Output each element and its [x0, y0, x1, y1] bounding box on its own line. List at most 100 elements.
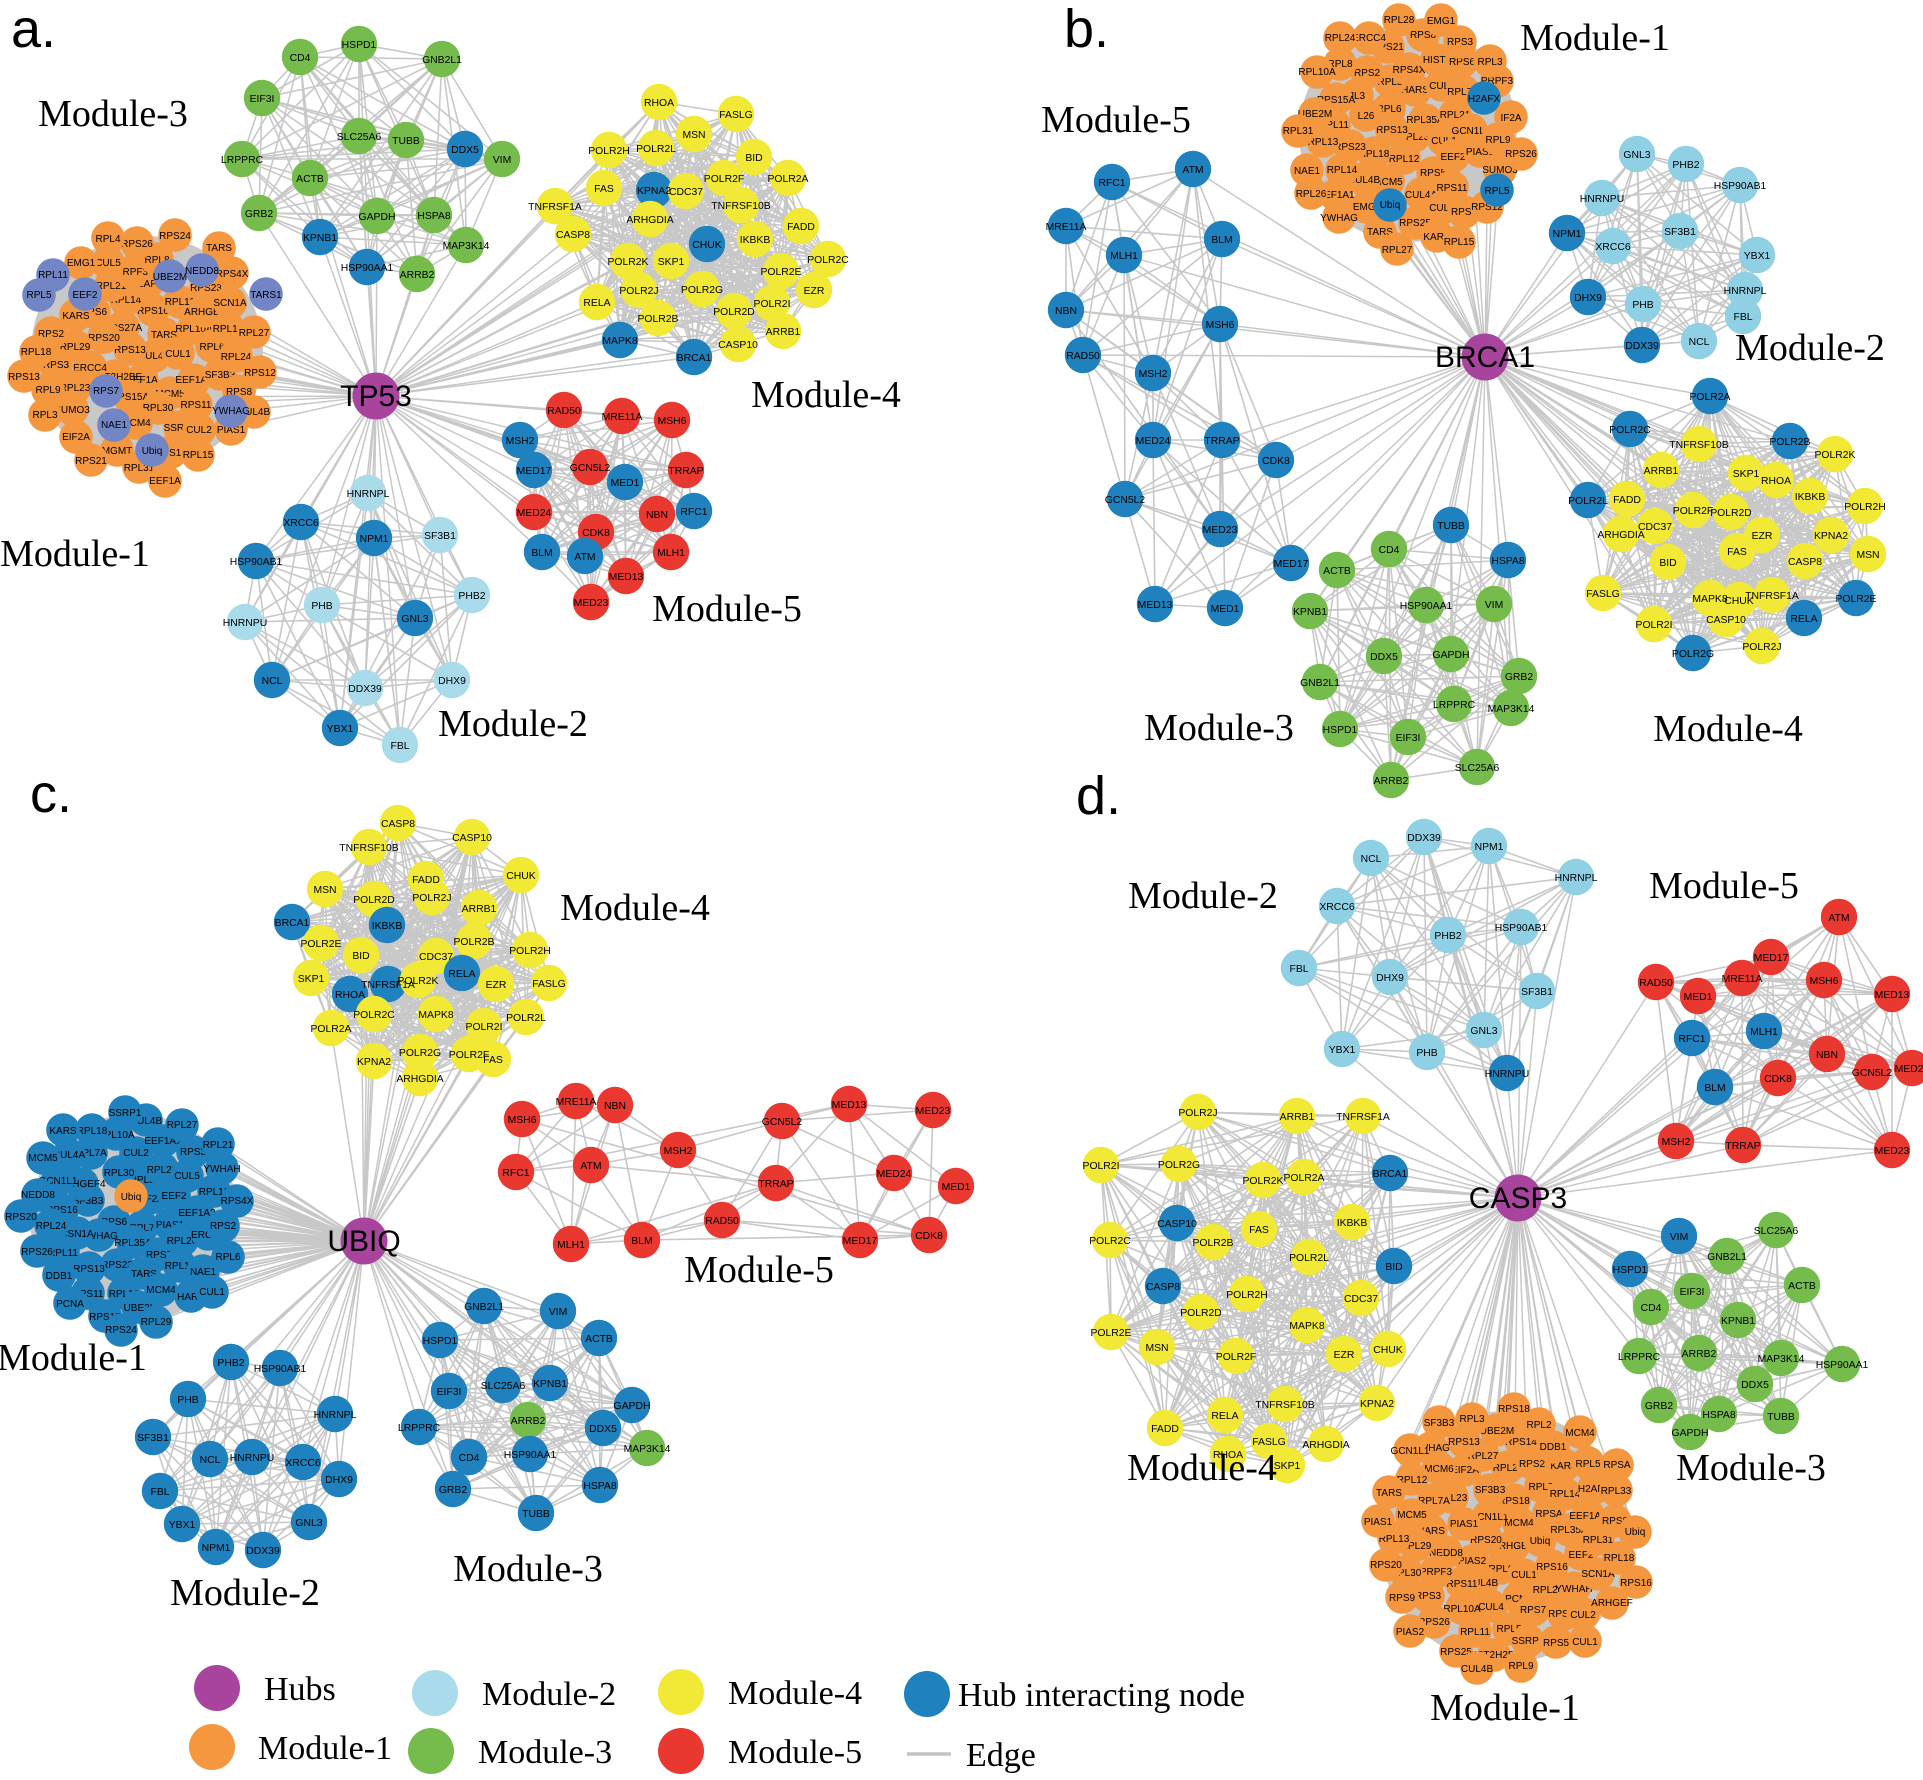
svg-text:RPL11: RPL11 — [48, 1248, 78, 1259]
svg-text:RFC1: RFC1 — [680, 507, 707, 518]
svg-text:RPL11: RPL11 — [1460, 1627, 1490, 1638]
svg-text:MGMT: MGMT — [102, 446, 133, 457]
svg-text:RPL29: RPL29 — [1401, 1541, 1432, 1552]
svg-text:MAPK8: MAPK8 — [602, 336, 637, 347]
svg-text:RPL7A: RPL7A — [1418, 1496, 1450, 1507]
svg-text:POLR2B: POLR2B — [453, 937, 494, 948]
svg-text:RPS2: RPS2 — [1354, 68, 1381, 79]
svg-text:Module-1: Module-1 — [0, 1337, 147, 1379]
svg-text:PIAS1: PIAS1 — [217, 425, 246, 436]
svg-text:RPS7: RPS7 — [1520, 1605, 1547, 1616]
svg-text:FADD: FADD — [1151, 1424, 1179, 1435]
svg-text:NPM1: NPM1 — [1475, 842, 1504, 853]
svg-text:MED24: MED24 — [877, 1169, 912, 1180]
svg-text:DDX5: DDX5 — [1741, 1380, 1769, 1391]
svg-text:NPM1: NPM1 — [1553, 229, 1582, 240]
svg-text:MAP3K14: MAP3K14 — [1758, 1354, 1805, 1365]
svg-text:GNB2L1: GNB2L1 — [422, 55, 462, 66]
svg-text:UBE2M: UBE2M — [153, 272, 187, 283]
svg-text:EMG1: EMG1 — [1427, 16, 1456, 27]
svg-text:CDC37: CDC37 — [1638, 522, 1672, 533]
svg-text:CASP8: CASP8 — [1788, 557, 1822, 568]
svg-text:RPL12: RPL12 — [199, 1187, 230, 1198]
svg-text:NBN: NBN — [1816, 1050, 1838, 1061]
svg-text:RAD50: RAD50 — [705, 1216, 739, 1227]
svg-text:POLR2C: POLR2C — [1609, 425, 1651, 436]
svg-text:CUL5: CUL5 — [174, 1171, 200, 1182]
svg-text:RPS8: RPS8 — [1602, 1516, 1629, 1527]
svg-text:POLR2I: POLR2I — [754, 299, 791, 310]
svg-text:POLR2K: POLR2K — [1242, 1176, 1283, 1187]
svg-text:SSRP1: SSRP1 — [1512, 1636, 1545, 1647]
svg-text:HSP90AA1: HSP90AA1 — [1400, 601, 1453, 612]
svg-text:RPS13: RPS13 — [1448, 1437, 1480, 1448]
svg-text:RPS6: RPS6 — [81, 307, 108, 318]
svg-text:MCM4: MCM4 — [1565, 1428, 1595, 1439]
svg-text:ARHGDIA: ARHGDIA — [1302, 1440, 1349, 1451]
svg-text:RPL9: RPL9 — [35, 385, 60, 396]
svg-text:MRE11A: MRE11A — [1046, 222, 1087, 233]
svg-text:RPL29: RPL29 — [141, 1317, 172, 1328]
svg-text:ARRB2: ARRB2 — [511, 1416, 546, 1427]
svg-text:RPL31: RPL31 — [130, 1175, 161, 1186]
svg-text:GNB2L1: GNB2L1 — [1300, 678, 1340, 689]
svg-text:MAP3K14: MAP3K14 — [1488, 704, 1535, 715]
svg-text:RPS18: RPS18 — [1498, 1496, 1530, 1507]
svg-text:PHB: PHB — [1416, 1048, 1437, 1059]
svg-text:ARHGEF4: ARHGEF4 — [58, 1179, 106, 1190]
svg-text:PIAS1: PIAS1 — [156, 1220, 185, 1231]
svg-text:Module-4: Module-4 — [751, 374, 901, 416]
svg-text:BRCA1: BRCA1 — [275, 918, 310, 929]
svg-text:HSP90AB1: HSP90AB1 — [230, 557, 283, 568]
svg-text:GCN1L1: GCN1L1 — [1391, 1446, 1430, 1457]
svg-text:UBE2M: UBE2M — [1480, 1426, 1514, 1437]
svg-text:H2AFX: H2AFX — [131, 279, 164, 290]
svg-text:SLC25A6: SLC25A6 — [1754, 1226, 1799, 1237]
svg-text:MCM4: MCM4 — [146, 1285, 176, 1296]
svg-text:BLM: BLM — [531, 548, 552, 559]
svg-text:FASLG: FASLG — [719, 110, 753, 121]
svg-text:Module-3: Module-3 — [1144, 707, 1294, 749]
svg-text:RPL6: RPL6 — [1376, 104, 1401, 115]
svg-text:VIM: VIM — [493, 155, 511, 166]
svg-text:RPL2: RPL2 — [1526, 1420, 1551, 1431]
svg-text:TARS: TARS — [206, 243, 232, 254]
svg-text:RPS2: RPS2 — [38, 329, 65, 340]
svg-text:EIF2A: EIF2A — [1451, 1465, 1479, 1476]
svg-text:RHOA: RHOA — [1761, 476, 1791, 487]
svg-text:BLM: BLM — [1211, 235, 1232, 246]
svg-text:CUL2: CUL2 — [1429, 203, 1455, 214]
svg-text:MED17: MED17 — [1754, 953, 1789, 964]
svg-text:TRRAP: TRRAP — [1725, 1141, 1760, 1152]
svg-text:YWHAH: YWHAH — [203, 1164, 240, 1175]
svg-text:PIAS1: PIAS1 — [1466, 147, 1495, 158]
svg-text:POLR2K: POLR2K — [397, 976, 438, 987]
svg-text:TUBB: TUBB — [522, 1509, 550, 1520]
svg-text:GCN1L1: GCN1L1 — [1452, 126, 1491, 137]
svg-text:PHB: PHB — [177, 1395, 198, 1406]
svg-text:GAPDH: GAPDH — [1433, 650, 1470, 661]
svg-text:MED13: MED13 — [609, 572, 644, 583]
svg-text:CASP10: CASP10 — [452, 833, 492, 844]
svg-text:HSPD1: HSPD1 — [342, 40, 377, 51]
svg-text:HARS: HARS — [1417, 1526, 1445, 1537]
svg-text:RPS8: RPS8 — [1410, 30, 1437, 41]
svg-text:HSPD1: HSPD1 — [1323, 725, 1358, 736]
svg-text:RPL13: RPL13 — [1379, 1534, 1410, 1545]
svg-text:XRCC6: XRCC6 — [283, 518, 318, 529]
svg-text:JL3: JL3 — [1349, 91, 1366, 102]
svg-text:MSH2: MSH2 — [1662, 1137, 1691, 1148]
svg-text:POLR2G: POLR2G — [681, 285, 723, 296]
svg-text:RPL26: RPL26 — [1493, 1463, 1524, 1474]
svg-text:GNL3: GNL3 — [401, 614, 428, 625]
svg-text:RPL13: RPL13 — [165, 297, 196, 308]
svg-text:RPS3: RPS3 — [1447, 37, 1474, 48]
svg-text:ARHGDIA: ARHGDIA — [1597, 530, 1644, 541]
svg-text:RFC1: RFC1 — [1678, 1034, 1705, 1045]
svg-text:RPS6: RPS6 — [1449, 57, 1476, 68]
svg-text:MED24: MED24 — [517, 508, 552, 519]
svg-text:CASP8: CASP8 — [556, 230, 590, 241]
svg-text:CDK8: CDK8 — [1262, 456, 1290, 467]
svg-text:RPS13: RPS13 — [1376, 125, 1408, 136]
svg-text:RPS5: RPS5 — [1543, 1638, 1570, 1649]
